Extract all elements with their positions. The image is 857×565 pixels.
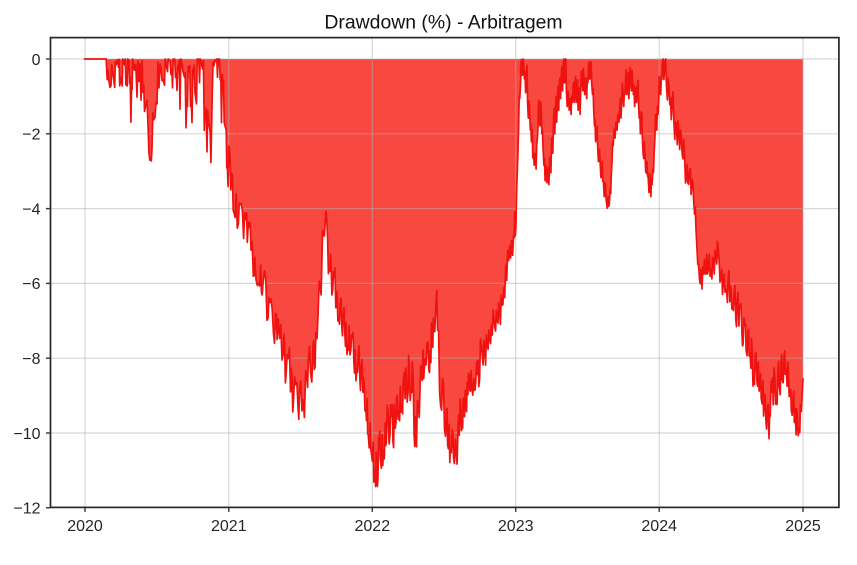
svg-text:Drawdown (%) - Arbitragem: Drawdown (%) - Arbitragem bbox=[324, 11, 562, 33]
svg-text:−8: −8 bbox=[22, 351, 40, 368]
svg-text:2022: 2022 bbox=[355, 518, 391, 535]
svg-text:2023: 2023 bbox=[498, 518, 534, 535]
svg-text:−4: −4 bbox=[22, 201, 40, 218]
svg-text:2021: 2021 bbox=[211, 518, 247, 535]
svg-text:2020: 2020 bbox=[67, 518, 103, 535]
svg-text:2025: 2025 bbox=[785, 518, 821, 535]
svg-text:−2: −2 bbox=[22, 127, 40, 144]
svg-text:2024: 2024 bbox=[641, 518, 677, 535]
svg-text:−12: −12 bbox=[13, 501, 40, 518]
svg-text:−10: −10 bbox=[13, 426, 40, 443]
svg-text:0: 0 bbox=[32, 52, 41, 69]
svg-text:−6: −6 bbox=[22, 276, 40, 293]
